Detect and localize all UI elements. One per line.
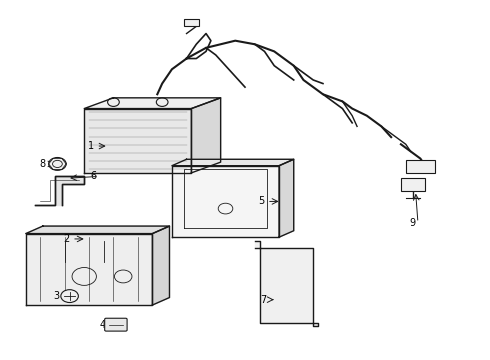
Text: 2: 2 xyxy=(63,234,70,244)
Polygon shape xyxy=(172,159,294,166)
Text: 1: 1 xyxy=(88,141,94,151)
Polygon shape xyxy=(152,226,170,305)
Text: 8: 8 xyxy=(39,159,45,169)
Text: 9: 9 xyxy=(410,218,416,228)
Bar xyxy=(401,178,425,191)
Text: 4: 4 xyxy=(100,320,106,330)
Polygon shape xyxy=(279,159,294,237)
Polygon shape xyxy=(84,109,192,173)
Polygon shape xyxy=(84,98,220,109)
Bar xyxy=(184,19,199,26)
Polygon shape xyxy=(192,98,220,173)
Text: 3: 3 xyxy=(54,291,60,301)
Polygon shape xyxy=(255,241,318,327)
Polygon shape xyxy=(26,234,152,305)
Text: 5: 5 xyxy=(258,197,265,206)
Circle shape xyxy=(49,157,66,170)
Text: 6: 6 xyxy=(90,171,97,181)
Text: 7: 7 xyxy=(261,295,267,305)
Polygon shape xyxy=(26,226,170,234)
Circle shape xyxy=(61,290,78,302)
Polygon shape xyxy=(35,176,84,205)
Bar xyxy=(406,160,435,173)
FancyBboxPatch shape xyxy=(105,318,127,331)
Polygon shape xyxy=(172,166,279,237)
